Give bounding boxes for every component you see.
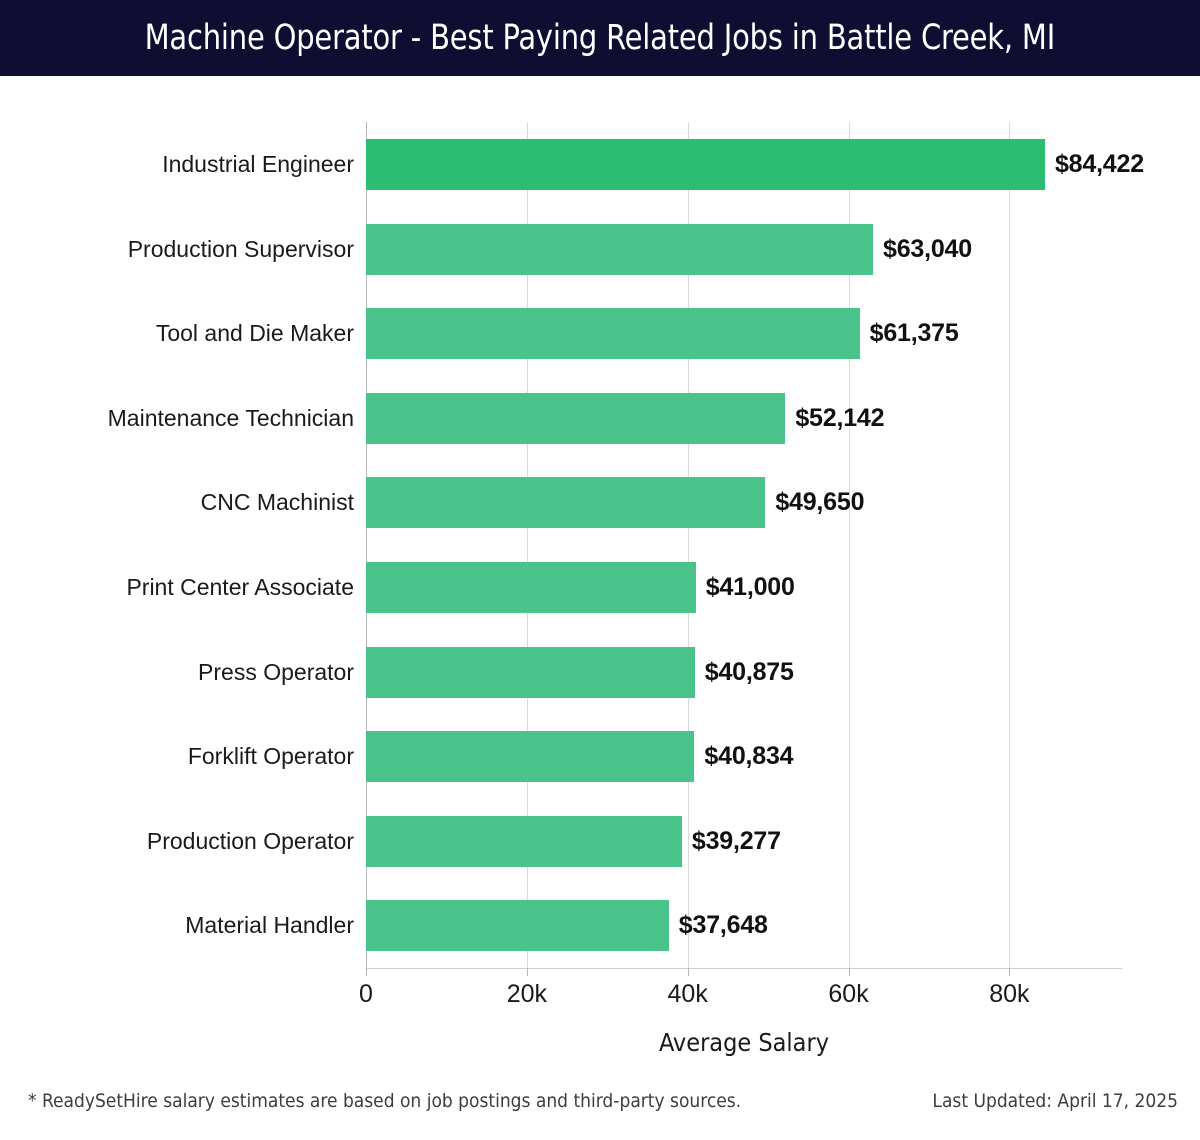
gridline-0 xyxy=(366,122,367,968)
bar-tool-and-die-maker[interactable] xyxy=(366,308,860,360)
bar-value-label: $49,650 xyxy=(775,488,865,517)
chart-row: $63,040 xyxy=(366,207,1122,292)
chart-row: $84,422 xyxy=(366,122,1144,207)
y-axis-label-print-center-associate: Print Center Associate xyxy=(126,574,354,600)
bar-value-label: $41,000 xyxy=(705,573,795,601)
x-tick-0 xyxy=(366,968,367,976)
x-tick-60k xyxy=(848,968,850,976)
chart-row: $39,277 xyxy=(366,799,1122,884)
bar-industrial-engineer[interactable] xyxy=(366,139,1045,190)
y-axis-label-maintenance-technician: Maintenance Technician xyxy=(107,404,354,431)
chart-row: $52,142 xyxy=(366,376,1122,461)
bar-value-label: $52,142 xyxy=(795,403,885,432)
x-tick-label-60k: 60k xyxy=(828,980,869,1008)
chart-row: $41,000 xyxy=(366,545,1122,630)
chart-row: $40,875 xyxy=(366,630,1122,715)
bar-print-center-associate[interactable] xyxy=(366,562,696,613)
x-tick-label-40k: 40k xyxy=(667,980,708,1008)
bar-material-handler[interactable] xyxy=(366,900,669,952)
chart-row: $49,650 xyxy=(366,460,1122,545)
bar-value-label: $63,040 xyxy=(883,234,972,263)
bar-value-label: $37,648 xyxy=(678,911,768,940)
x-tick-label-80k: 80k xyxy=(989,980,1030,1008)
gridline-40k xyxy=(687,122,689,968)
x-tick-20k xyxy=(526,968,528,976)
x-axis-line xyxy=(366,968,1122,969)
x-tick-40k xyxy=(687,968,689,976)
bar-press-operator[interactable] xyxy=(366,646,695,698)
footer-disclaimer: * ReadySetHire salary estimates are base… xyxy=(28,1090,742,1112)
x-tick-80k xyxy=(1009,968,1011,976)
y-axis-label-press-operator: Press Operator xyxy=(198,658,354,685)
y-axis-label-forklift-operator: Forklift Operator xyxy=(187,743,354,770)
y-axis-label-cnc-machinist: CNC Machinist xyxy=(200,489,354,516)
bar-value-label: $84,422 xyxy=(1054,150,1144,178)
chart-row: $40,834 xyxy=(366,714,1122,799)
page-title: Machine Operator - Best Paying Related J… xyxy=(144,18,1056,58)
chart-header-banner: Machine Operator - Best Paying Related J… xyxy=(0,0,1200,76)
y-axis-label-production-operator: Production Operator xyxy=(146,827,354,854)
y-axis-label-production-supervisor: Production Supervisor xyxy=(127,235,354,262)
chart-row: $37,648 xyxy=(366,883,1122,968)
gridline-80k xyxy=(1009,122,1011,968)
bar-value-label: $61,375 xyxy=(869,319,959,348)
x-tick-label-20k: 20k xyxy=(506,980,547,1008)
x-tick-label-0: 0 xyxy=(359,980,373,1008)
bar-value-label: $39,277 xyxy=(691,826,781,855)
chart-footer: * ReadySetHire salary estimates are base… xyxy=(0,1090,1200,1140)
gridline-60k xyxy=(848,122,850,968)
bar-production-operator[interactable] xyxy=(366,815,682,867)
bar-maintenance-technician[interactable] xyxy=(366,392,786,444)
x-axis-title: Average Salary xyxy=(659,1028,829,1057)
bar-forklift-operator[interactable] xyxy=(366,731,695,783)
footer-last-updated: Last Updated: April 17, 2025 xyxy=(932,1090,1178,1112)
bar-cnc-machinist[interactable] xyxy=(366,477,766,529)
y-axis-label-material-handler: Material Handler xyxy=(185,912,354,939)
bar-value-label: $40,875 xyxy=(704,657,794,686)
plot-area: $84,422 $63,040 $61,375 $52,142 $49,650 $41,0… xyxy=(366,122,1144,968)
y-axis-label-industrial-engineer: Industrial Engineer xyxy=(162,151,354,177)
bar-value-label: $40,834 xyxy=(704,742,794,771)
gridline-20k xyxy=(526,122,528,968)
bar-production-supervisor[interactable] xyxy=(366,223,873,275)
y-axis-label-tool-and-die-maker: Tool and Die Maker xyxy=(155,320,354,347)
bar-chart: $84,422 $63,040 $61,375 $52,142 $49,650 $41,0… xyxy=(0,76,1200,1066)
chart-row: $61,375 xyxy=(366,291,1122,376)
